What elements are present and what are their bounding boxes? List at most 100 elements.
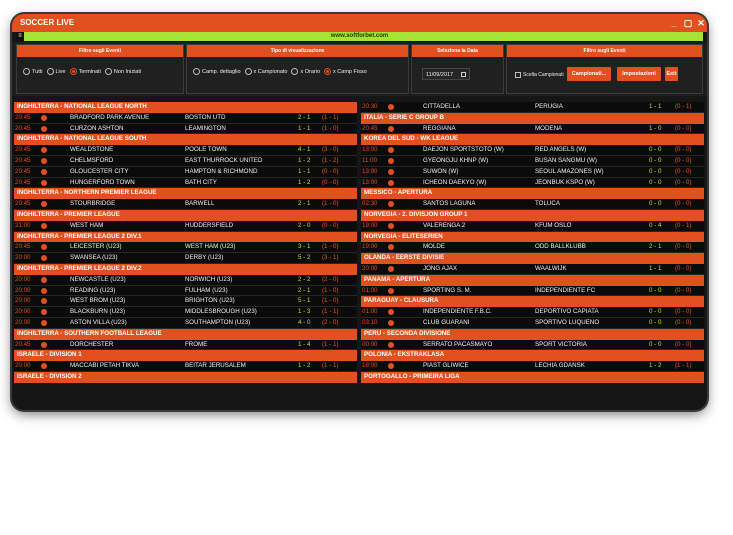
league-header: MESSICO - APERTURA: [361, 188, 704, 200]
match-row[interactable]: 20:45 CHELMSFORD EAST THURROCK UNITED 1 - 2…: [14, 155, 357, 167]
match-status-icon: [41, 147, 47, 154]
match-time: 13:00: [362, 178, 378, 186]
away-team: JEONBUK KSPO (W): [535, 178, 595, 186]
radio-option-camp-dettaglio[interactable]: Camp. dettaglio: [193, 68, 241, 75]
halftime-score: (0 - 0): [675, 286, 692, 294]
match-row[interactable]: 20:45 WEALDSTONE POOLE TOWN 4 - 1 (3 - 0): [14, 145, 357, 156]
halftime-score: (2 - 0): [322, 318, 339, 326]
radio-option-live[interactable]: Live: [46, 68, 66, 75]
radio-option-tutti[interactable]: Tutti: [23, 68, 43, 75]
radio-dot-icon[interactable]: [193, 68, 200, 75]
match-row[interactable]: 01:00 SPORTING S. M. INDEPENDIENTE FC 0 - 0…: [361, 285, 704, 297]
match-status-icon: [388, 104, 394, 110]
date-panel: Seleziona la Data 11/09/2017: [411, 44, 504, 94]
match-row[interactable]: 03:10 CLUB GUARANI SPORTIVO LUQUENO 0 - 0 (0…: [361, 317, 704, 329]
match-row[interactable]: 01:00 INDEPENDIENTE F.B.C. DEPORTIVO CAPIA…: [361, 307, 704, 318]
match-row[interactable]: 18:00 PIAST GLIWICE LECHIA GDANSK 1 - 2 (1 -…: [361, 361, 704, 372]
final-score: 1 - 1: [649, 103, 662, 110]
match-time: 20:45: [15, 156, 31, 164]
match-status-icon: [388, 222, 394, 229]
halftime-score: (1 - 1): [675, 362, 692, 370]
match-row[interactable]: 20:45 BRADFORD PARK AVENUE BOSTON UTD 2 - 1…: [14, 112, 357, 124]
halftime-score: (0 - 0): [322, 178, 339, 186]
match-status-icon: [41, 168, 47, 175]
league-header: PORTOGALLO - PRIMEIRA LIGA: [361, 371, 704, 383]
radio-dot-icon[interactable]: [244, 68, 252, 75]
window-title: SOCCER LIVE: [20, 18, 75, 27]
match-row[interactable]: 20:00 JONG AJAX WAALWIJK 1 - 1 (0 - 0): [361, 263, 704, 275]
league-header: INGHILTERRA - PREMIER LEAGUE 2 DIV.1: [14, 231, 357, 243]
match-time: 18:00: [362, 362, 378, 370]
radio-option-x-camp-fisso[interactable]: x Camp Fisso: [324, 68, 367, 75]
match-row[interactable]: 00:00 SERRATO PACASMAYO SPORT VICTORIA 0 - …: [361, 339, 704, 351]
radio-option-terminati[interactable]: Terminati: [69, 68, 101, 75]
maximize-button[interactable]: ▢: [683, 18, 693, 28]
match-row[interactable]: 20:45 HUNGERFORD TOWN BATH CITY 1 - 2 (0 - 0…: [14, 177, 357, 189]
match-row[interactable]: 19:00 MOLDE ODD BALLKLUBB 2 - 1 (0 - 0): [361, 242, 704, 254]
match-time: 20:00: [15, 308, 31, 316]
match-status-icon: [41, 298, 47, 305]
halftime-score: (0 - 0): [675, 167, 692, 175]
radio-option-x-campionato[interactable]: x Campionato: [244, 68, 287, 75]
match-row[interactable]: 20:00 NEWCASTLE (U23) NORWICH (U23) 2 - 2 (2…: [14, 274, 357, 286]
url-text[interactable]: www.softforbet.com: [330, 33, 389, 39]
matches-left-column: INGHILTERRA - NATIONAL LEAGUE NORTH 20:45…: [14, 102, 357, 383]
exit-button[interactable]: Exit: [665, 67, 678, 81]
match-row[interactable]: 21:00 WEST HAM HUDDERSFIELD 2 - 0 (0 - 0): [14, 220, 357, 232]
match-row[interactable]: 20:00 MACCABI PETAH TIKVA BEITAR JERUSALEM…: [14, 361, 357, 372]
away-team: NORWICH (U23): [185, 275, 233, 283]
radio-option-x-orario[interactable]: x Orario: [291, 68, 320, 75]
final-score: 0 - 0: [649, 308, 662, 316]
away-team: FULHAM (U23): [185, 286, 228, 294]
radio-dot-icon[interactable]: [291, 68, 299, 75]
home-team: VALERENGA 2: [423, 221, 466, 229]
halftime-score: (0 - 0): [675, 146, 692, 154]
menu-toggle-icon[interactable]: ≡: [16, 32, 24, 41]
checkbox-box[interactable]: [515, 72, 521, 78]
match-status-icon: [41, 157, 47, 164]
match-row[interactable]: 20:45 DORCHESTER FROME 1 - 4 (1 - 1): [14, 339, 357, 351]
final-score: 5 - 2: [298, 254, 311, 262]
home-team: BLACKBURN (U23): [70, 308, 126, 316]
match-time: 20:00: [15, 297, 31, 305]
match-row[interactable]: 20:00 ASTON VILLA (U23) SOUTHAMPTON (U23) 4…: [14, 317, 357, 329]
campionati-button[interactable]: Campionati...: [567, 67, 611, 81]
away-team: POOLE TOWN: [185, 146, 227, 154]
minimize-button[interactable]: _: [671, 18, 677, 28]
match-row[interactable]: 20:30 CITTADELLA PERUGIA 1 - 1 (0 - 1): [361, 102, 704, 113]
match-row[interactable]: 02:30 SANTOS LAGUNA TOLUCA 0 - 0 (0 - 0): [361, 199, 704, 210]
match-row[interactable]: 13:00 SUWON (W) SEOUL AMAZONES (W) 0 - 0 (0 …: [361, 166, 704, 178]
match-time: 01:00: [362, 308, 378, 316]
radio-label: Tutti: [32, 68, 43, 75]
match-row[interactable]: 11:00 GYEONGJU KHNP (W) BUSAN SANGMU (W) 0 …: [361, 155, 704, 167]
match-status-icon: [388, 341, 394, 348]
league-header: POLONIA - EKSTRAKLASA: [361, 350, 704, 362]
radio-dot-icon[interactable]: [69, 68, 77, 75]
match-row[interactable]: 13:00 ICHEON DAEKYO (W) JEONBUK KSPO (W) 0 …: [361, 177, 704, 189]
radio-label: Non Iniziati: [113, 68, 142, 75]
radio-dot-icon[interactable]: [104, 68, 112, 75]
match-row[interactable]: 20:45 REGGIANA MODENA 1 - 0 (0 - 0): [361, 123, 704, 135]
match-row[interactable]: 20:45 GLOUCESTER CITY HAMPTON & RICHMOND 1 …: [14, 166, 357, 178]
match-row[interactable]: 20:45 LEICESTER (U23) WEST HAM (U23) 3 - 1 (…: [14, 242, 357, 254]
home-team: REGGIANA: [423, 124, 456, 132]
match-row[interactable]: 20:00 SWANSEA (U23) DERBY (U23) 5 - 2 (3 - 1…: [14, 253, 357, 264]
radio-dot-icon[interactable]: [23, 68, 30, 75]
match-row[interactable]: 19:00 VALERENGA 2 KFUM OSLO 0 - 4 (0 - 1): [361, 220, 704, 232]
match-row[interactable]: 20:00 READING (U23) FULHAM (U23) 2 - 1 (1 - …: [14, 285, 357, 297]
match-row[interactable]: 13:00 DAEJON SPORTSTOTO (W) RED ANGELS (W)…: [361, 145, 704, 156]
radio-option-non-iniziati[interactable]: Non Iniziati: [104, 68, 142, 75]
calendar-icon[interactable]: [461, 72, 466, 77]
championship-checkbox[interactable]: Scelta Campionati: [515, 72, 564, 78]
match-row[interactable]: 20:00 BLACKBURN (U23) MIDDLESBROUGH (U23) 1…: [14, 307, 357, 318]
radio-dot-icon[interactable]: [46, 68, 54, 75]
impostazioni-button[interactable]: Impostazioni: [617, 67, 661, 81]
match-row[interactable]: 20:45 STOURBRIDGE BARWELL 2 - 1 (1 - 0): [14, 199, 357, 210]
match-row[interactable]: 20:45 CURZON ASHTON LEAMINGTON 1 - 1 (1 - 0): [14, 123, 357, 135]
home-team: WEALDSTONE: [70, 146, 114, 154]
radio-dot-icon[interactable]: [324, 68, 332, 75]
match-row[interactable]: 20:00 WEST BROM (U23) BRIGHTON (U23) 5 - 1 (…: [14, 296, 357, 308]
close-button[interactable]: ✕: [697, 18, 705, 28]
url-bar[interactable]: ≡ www.softforbet.com: [16, 32, 703, 41]
date-input[interactable]: 11/09/2017: [422, 68, 470, 80]
